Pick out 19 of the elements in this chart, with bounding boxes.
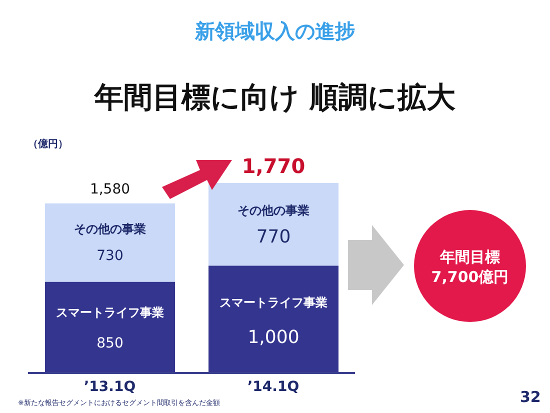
text: その他の事業: [238, 203, 310, 218]
bar: [45, 203, 175, 282]
text: スマートライフ事業: [220, 295, 328, 310]
data-label: 850: [96, 335, 124, 352]
data-label: 730: [96, 248, 124, 264]
series-label: その他の事業: [74, 222, 146, 236]
data-label: 1,000: [248, 326, 300, 348]
bar: [208, 183, 338, 266]
series-label: スマートライフ事業: [56, 305, 164, 320]
total-label: 1,770: [242, 154, 306, 178]
data-label: 770: [256, 226, 291, 248]
text: 年間目標 7,700億円: [431, 248, 509, 286]
x-tick-label: ’13.1Q: [84, 378, 136, 395]
chart-subtitle: 年間目標に向け 順調に拡大: [93, 79, 457, 116]
chart-title: 新領域収入の進捗: [194, 18, 356, 45]
text: 32: [520, 388, 541, 406]
x-tick-label: ’14.1Q: [247, 378, 300, 395]
total-label: 1,580: [90, 181, 130, 198]
y-axis-title: （億円）: [28, 138, 68, 151]
